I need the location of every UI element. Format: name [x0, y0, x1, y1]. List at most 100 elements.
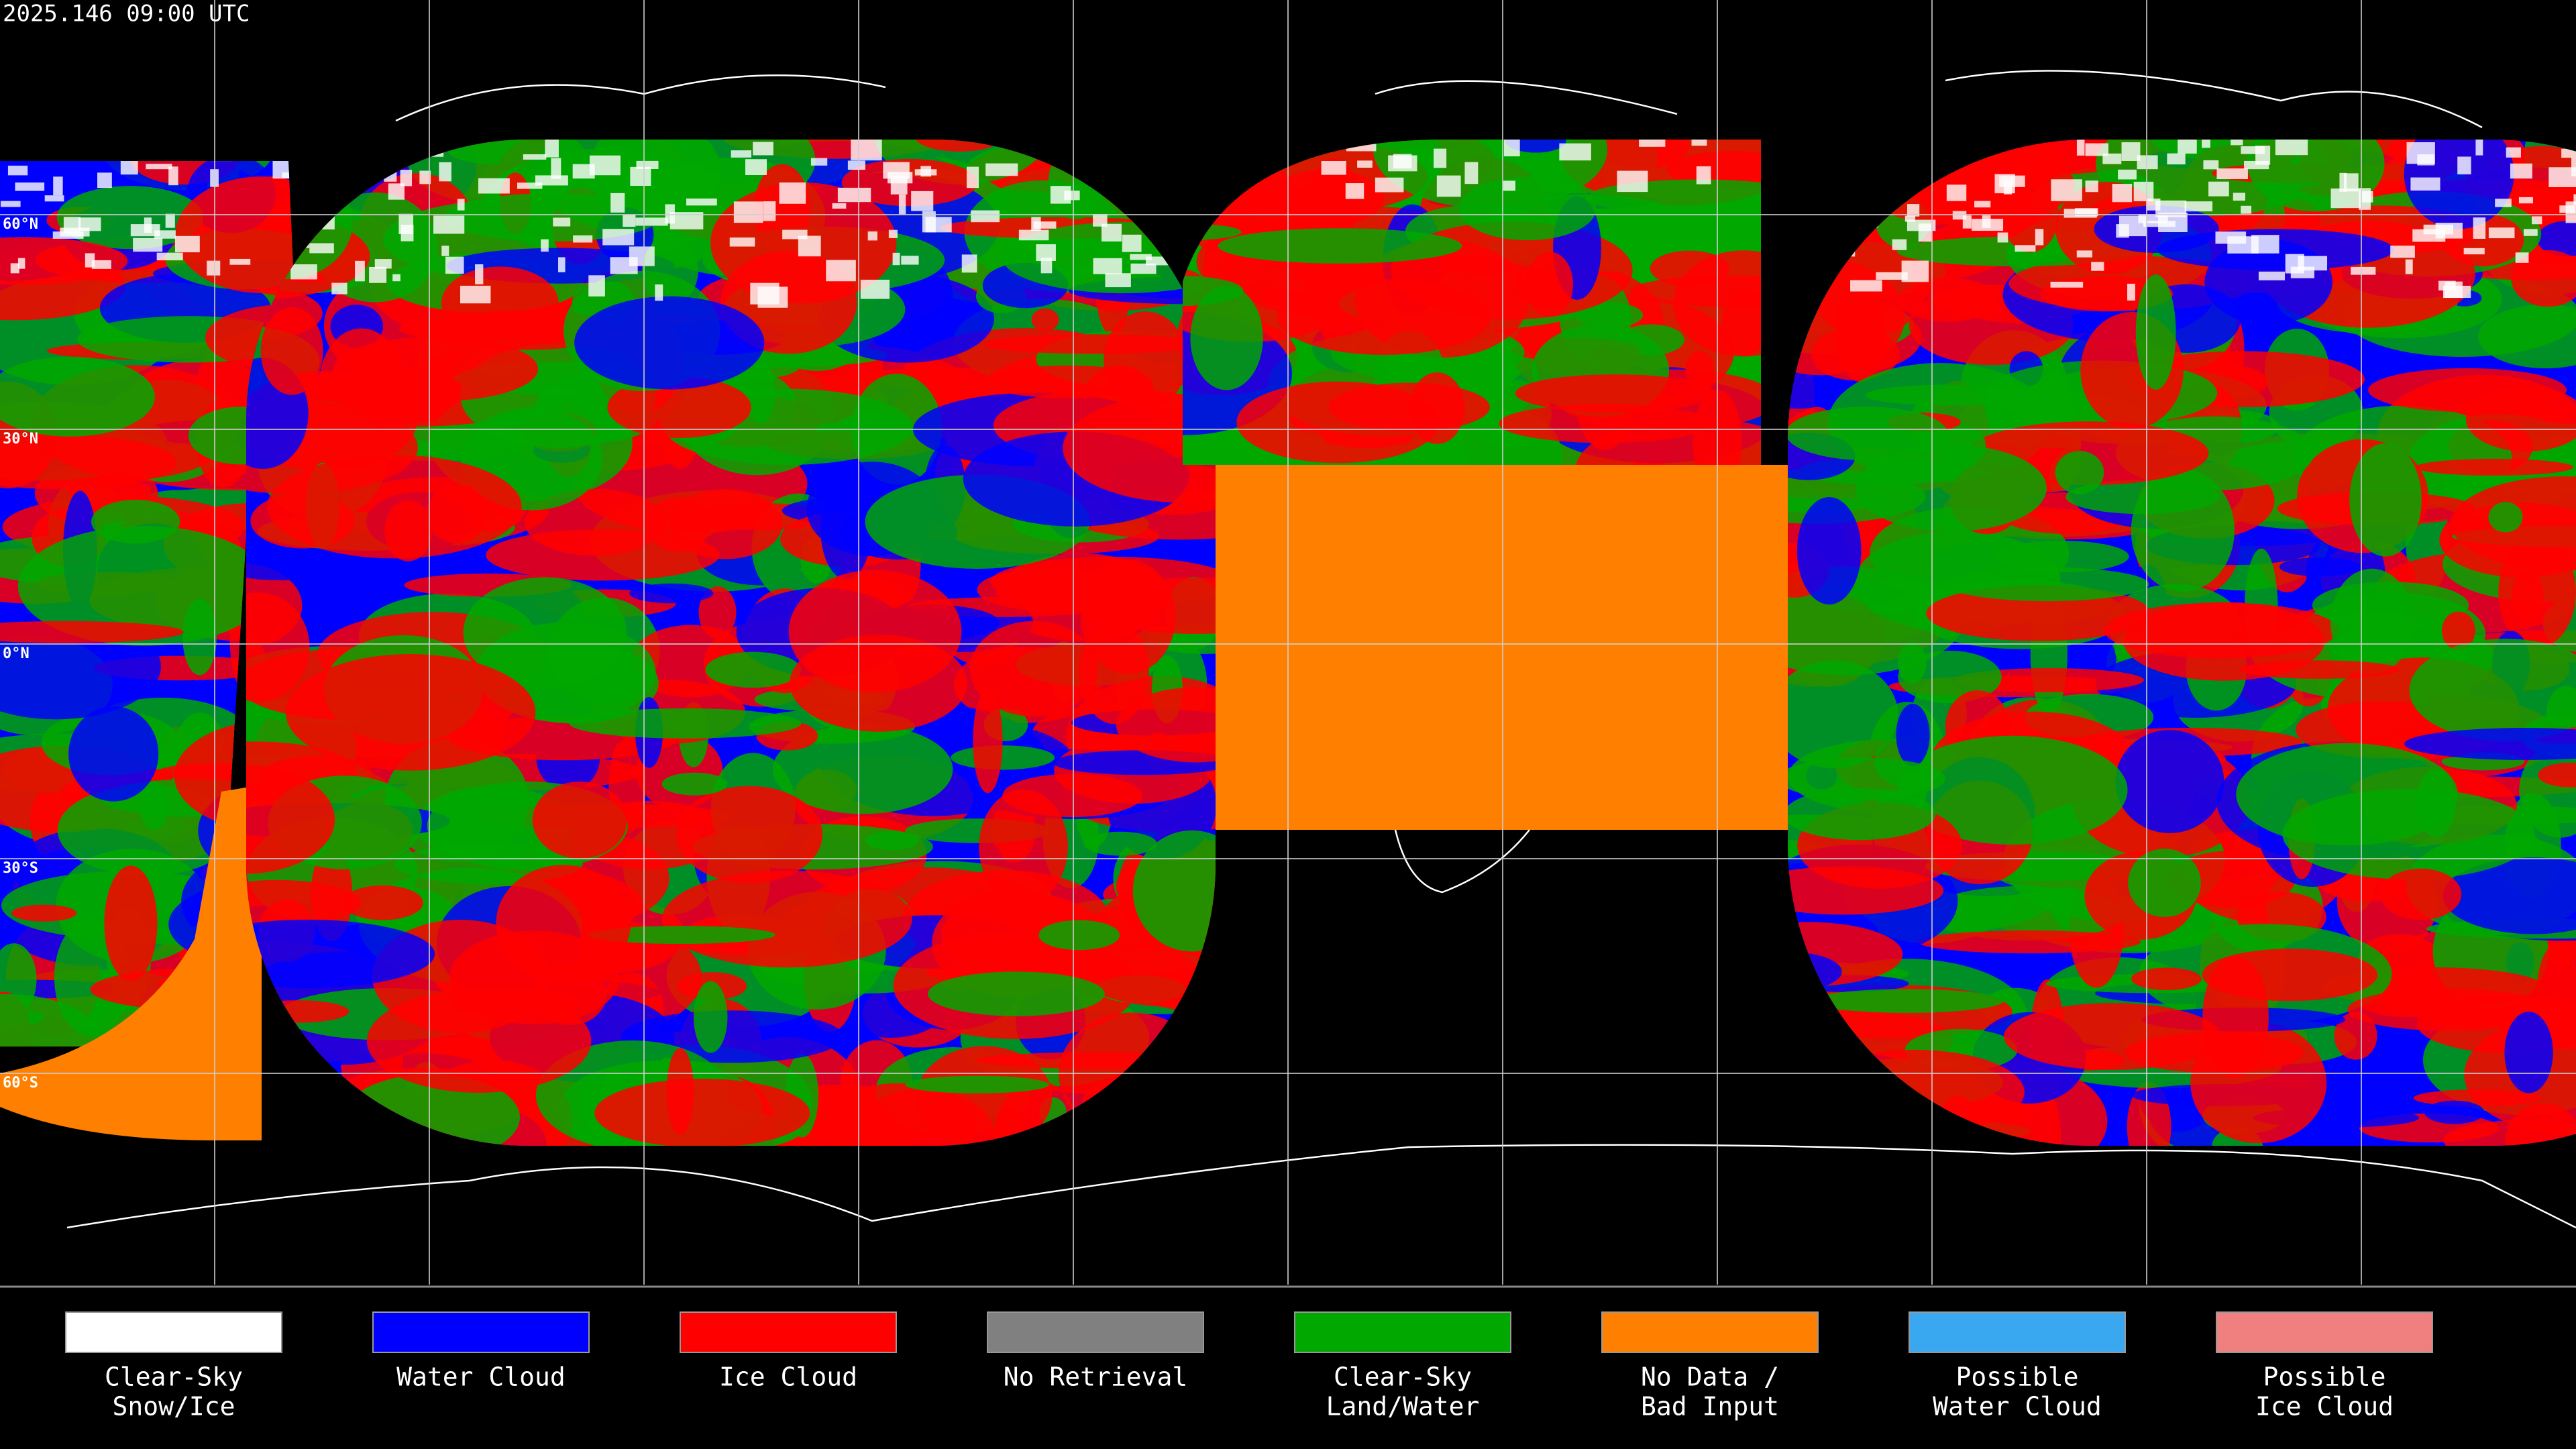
- snow-patch: [901, 256, 919, 265]
- cloud-patch: [2065, 480, 2220, 515]
- snow-patch: [2137, 155, 2158, 170]
- snow-patch: [2015, 245, 2036, 252]
- cloud-patch: [1865, 384, 2027, 406]
- snow-patch: [961, 254, 977, 273]
- snow-patch: [460, 285, 491, 304]
- snow-patch: [1559, 143, 1591, 161]
- snow-patch: [1503, 180, 1515, 191]
- cloud-patch: [865, 831, 918, 851]
- cloud-patch: [0, 435, 176, 490]
- snow-patch: [630, 166, 651, 186]
- snow-patch: [156, 252, 183, 261]
- snow-patch: [1345, 183, 1364, 199]
- latitude-label: 0°N: [3, 645, 30, 662]
- snow-patch: [2359, 188, 2371, 210]
- snow-patch: [7, 165, 28, 176]
- cloud-patch: [772, 724, 953, 814]
- snow-patch: [731, 150, 752, 158]
- snow-patch: [457, 199, 465, 211]
- snow-patch: [888, 229, 898, 238]
- cloud-patch: [2536, 943, 2576, 1049]
- snow-patch: [2244, 160, 2269, 170]
- cloud-patch: [594, 1079, 810, 1146]
- cloud-patch: [1926, 585, 2151, 641]
- cloud-patch: [1515, 374, 1715, 413]
- snow-patch: [1040, 258, 1053, 274]
- snow-patch: [2085, 143, 2109, 156]
- snow-patch: [1901, 260, 1929, 282]
- snow-patch: [130, 224, 160, 237]
- snow-patch: [1907, 204, 1920, 217]
- snow-patch: [1617, 170, 1648, 193]
- snow-patch: [523, 154, 547, 160]
- snow-patch: [53, 176, 63, 196]
- cloud-patch: [693, 981, 728, 1053]
- snow-patch: [1130, 263, 1157, 274]
- cloud-patch: [2135, 274, 2176, 390]
- legend-label: No Data /: [1641, 1362, 1779, 1392]
- cloud-patch: [246, 563, 303, 649]
- snow-patch: [392, 274, 400, 282]
- cloud-patch: [676, 786, 823, 883]
- snow-patch: [2475, 140, 2483, 156]
- snow-patch: [551, 158, 561, 179]
- snow-patch: [1434, 148, 1447, 168]
- snow-patch: [331, 282, 347, 294]
- snow-patch: [2258, 271, 2286, 280]
- snow-patch: [1904, 215, 1916, 222]
- snow-patch: [1464, 162, 1479, 184]
- snow-patch: [1850, 280, 1882, 292]
- snow-patch: [925, 217, 952, 233]
- snow-patch: [847, 160, 865, 170]
- cloud-patch: [2131, 967, 2202, 990]
- snow-patch: [545, 140, 559, 158]
- cloud-patch: [1917, 930, 2141, 954]
- cloud-patch: [2451, 476, 2576, 571]
- snow-patch: [445, 256, 464, 274]
- cloud-patch: [646, 497, 712, 552]
- cloud-patch: [1458, 176, 1597, 241]
- snow-patch: [655, 284, 663, 301]
- snow-patch: [826, 260, 856, 282]
- cloud-patch: [2347, 988, 2548, 1031]
- snow-patch: [1033, 221, 1057, 229]
- snow-patch: [369, 266, 387, 283]
- snow-patch: [920, 166, 932, 177]
- cloud-patch: [607, 376, 751, 438]
- snow-patch: [985, 163, 1018, 176]
- snow-patch: [2524, 229, 2538, 236]
- cloud-patch: [333, 336, 539, 402]
- snow-patch: [1918, 223, 1933, 242]
- legend-label: Ice Cloud: [2255, 1392, 2394, 1421]
- snow-patch: [1093, 258, 1122, 274]
- cloud-patch: [1811, 989, 2004, 1013]
- cloud-patch: [1526, 252, 1574, 317]
- legend-label: Water Cloud: [396, 1362, 566, 1392]
- cloud-patch: [1083, 831, 1157, 856]
- snow-patch: [2532, 216, 2542, 225]
- cloud-patch: [746, 360, 775, 424]
- cloud-patch: [983, 365, 1152, 398]
- cloud-patch: [2349, 443, 2422, 557]
- snow-patch: [2076, 140, 2085, 156]
- snow-patch: [1130, 254, 1152, 260]
- snow-patch: [168, 166, 178, 186]
- snow-patch: [883, 162, 910, 179]
- cloud-patch: [2443, 857, 2576, 934]
- snow-patch: [209, 161, 232, 162]
- legend-label: Land/Water: [1326, 1392, 1480, 1421]
- cloud-patch: [2368, 368, 2567, 413]
- snow-patch: [2565, 201, 2576, 223]
- snow-patch: [2050, 281, 2084, 288]
- cloud-patch: [1945, 567, 2149, 602]
- snow-patch: [2076, 250, 2093, 258]
- legend-swatch: [680, 1311, 897, 1353]
- snow-patch: [2116, 224, 2129, 238]
- snow-patch: [1503, 140, 1520, 157]
- cloud-patch: [916, 1046, 1053, 1146]
- legend-swatch: [987, 1311, 1204, 1353]
- cloud-patch: [532, 782, 627, 859]
- cloud-patch: [2334, 1012, 2377, 1060]
- snow-patch: [146, 164, 172, 170]
